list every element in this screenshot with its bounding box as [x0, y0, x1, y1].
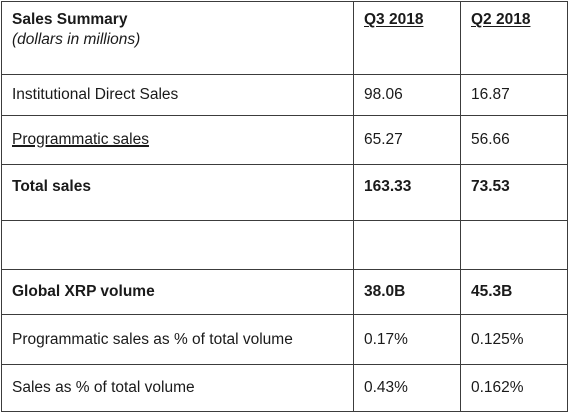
- column-header-q3: Q3 2018: [353, 1, 461, 75]
- row-label: Programmatic sales: [12, 131, 149, 148]
- table-row-total: Total sales 163.33 73.53: [1, 164, 568, 221]
- row-value-q3: 98.06: [353, 74, 461, 116]
- row-value-q3: 0.17%: [353, 314, 461, 365]
- row-value-q2: 73.53: [460, 164, 568, 221]
- row-value-q3: 65.27: [353, 115, 461, 165]
- row-label: [1, 220, 354, 270]
- row-value-q3: 0.43%: [353, 364, 461, 412]
- row-value-q3: [353, 220, 461, 270]
- table-row: Programmatic sales 65.27 56.66: [1, 115, 568, 165]
- row-label: Programmatic sales as % of total volume: [1, 314, 354, 365]
- row-value-q2: 16.87: [460, 74, 568, 116]
- table-row: Sales as % of total volume 0.43% 0.162%: [1, 364, 568, 412]
- table-row: Institutional Direct Sales 98.06 16.87: [1, 74, 568, 116]
- table-title-cell: Sales Summary (dollars in millions): [1, 1, 354, 75]
- row-value-q2: [460, 220, 568, 270]
- table-row-volume: Global XRP volume 38.0B 45.3B: [1, 269, 568, 315]
- row-label: Global XRP volume: [1, 269, 354, 315]
- row-value-q2: 45.3B: [460, 269, 568, 315]
- column-header-q2: Q2 2018: [460, 1, 568, 75]
- column-header-q3-label: Q3 2018: [364, 11, 424, 28]
- row-label: Institutional Direct Sales: [1, 74, 354, 116]
- row-label-cell: Programmatic sales: [1, 115, 354, 165]
- table-row-blank: [1, 220, 568, 270]
- row-value-q3: 38.0B: [353, 269, 461, 315]
- row-value-q2: 0.125%: [460, 314, 568, 365]
- row-value-q3: 163.33: [353, 164, 461, 221]
- table-row: Programmatic sales as % of total volume …: [1, 314, 568, 365]
- table-subtitle: (dollars in millions): [12, 31, 141, 48]
- column-header-q2-label: Q2 2018: [471, 11, 531, 28]
- table-title: Sales Summary: [12, 11, 128, 28]
- row-label: Total sales: [1, 164, 354, 221]
- row-label: Sales as % of total volume: [1, 364, 354, 412]
- row-value-q2: 0.162%: [460, 364, 568, 412]
- table-header-row: Sales Summary (dollars in millions) Q3 2…: [1, 1, 568, 75]
- row-value-q2: 56.66: [460, 115, 568, 165]
